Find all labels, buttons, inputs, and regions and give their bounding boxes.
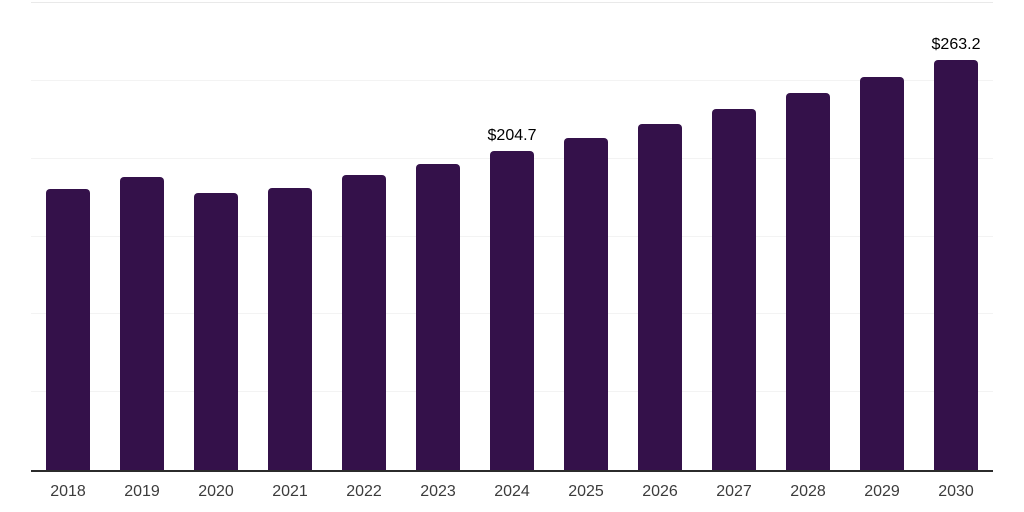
bar-2018 [46, 189, 90, 470]
bar-2021 [268, 188, 312, 470]
plot-area: $204.7 $263.2 [31, 2, 993, 472]
bar-slot-2029 [845, 3, 919, 470]
x-tick-label-2019: 2019 [124, 483, 160, 500]
x-tick-label-2029: 2029 [864, 483, 900, 500]
bar-slot-2022 [327, 3, 401, 470]
bar-2020 [194, 193, 238, 470]
bar-slot-2024: $204.7 [475, 3, 549, 470]
gridline-300 [31, 2, 993, 3]
bar-2022 [342, 175, 386, 470]
x-tick-label-2018: 2018 [50, 483, 86, 500]
bar-slot-2018 [31, 3, 105, 470]
bar-slot-2026 [623, 3, 697, 470]
x-tick-label-2021: 2021 [272, 483, 308, 500]
bar-2024 [490, 151, 534, 470]
bar-slot-2030: $263.2 [919, 3, 993, 470]
bar-2030 [934, 60, 978, 470]
bar-2029 [860, 77, 904, 470]
bar-slot-2023 [401, 3, 475, 470]
gridline-250 [31, 79, 993, 81]
x-tick-label-2024: 2024 [494, 483, 530, 500]
bar-slot-2020 [179, 3, 253, 470]
bar-slot-2027 [697, 3, 771, 470]
x-tick-label-2028: 2028 [790, 483, 826, 500]
x-tick-label-2025: 2025 [568, 483, 604, 500]
bar-value-label-2024: $204.7 [487, 127, 537, 145]
bar-2027 [712, 108, 756, 470]
x-tick-label-2026: 2026 [642, 483, 678, 500]
x-tick-label-2027: 2027 [716, 483, 752, 500]
x-axis: 2018 2019 2020 2021 2022 2023 2024 2025 2026 2027… [31, 482, 993, 502]
bar-2026 [638, 123, 682, 470]
bar-2023 [416, 164, 460, 470]
bar-2025 [564, 137, 608, 470]
bar-slot-2021 [253, 3, 327, 470]
x-tick-label-2030: 2030 [938, 483, 974, 500]
bar-slot-2019 [105, 3, 179, 470]
bar-slot-2025 [549, 3, 623, 470]
bar-2028 [786, 93, 830, 470]
bar-2019 [120, 177, 164, 470]
bar-slot-2028 [771, 3, 845, 470]
x-tick-label-2020: 2020 [198, 483, 234, 500]
x-tick-label-2022: 2022 [346, 483, 382, 500]
bar-value-label-2030: $263.2 [931, 36, 981, 54]
x-tick-label-2023: 2023 [420, 483, 456, 500]
